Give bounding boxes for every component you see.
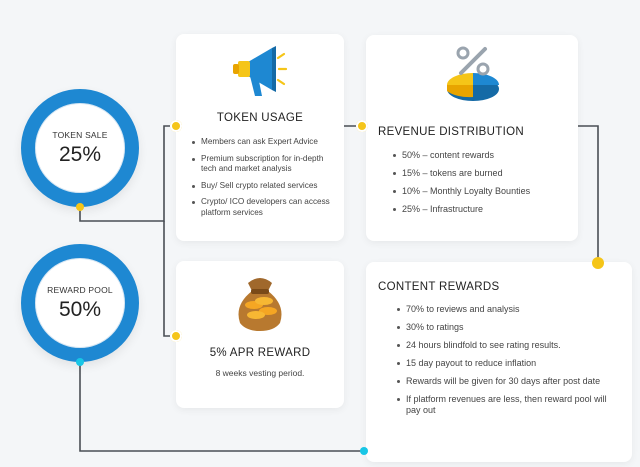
token-usage-card: TOKEN USAGE Members can ask Expert Advic…: [176, 34, 344, 241]
connector-reward-pool: [79, 362, 364, 452]
apr-reward-card: 5% APR REWARD 8 weeks vesting period.: [176, 261, 344, 408]
token-sale-ring: TOKEN SALE 25%: [21, 89, 139, 207]
list-item: 70% to reviews and analysis: [397, 304, 610, 315]
list-item: Rewards will be given for 30 days after …: [397, 376, 610, 387]
connector-revenue-content: [578, 125, 599, 262]
revenue-distribution-list: 50% – content rewards 15% – tokens are b…: [390, 150, 570, 222]
connector-dot-token-sale: [76, 203, 84, 211]
connector-dot-reward-pool: [76, 358, 84, 366]
list-item: Members can ask Expert Advice: [192, 137, 336, 148]
content-rewards-list: 70% to reviews and analysis 30% to ratin…: [394, 304, 610, 423]
list-item: 30% to ratings: [397, 322, 610, 333]
list-item: 50% – content rewards: [393, 150, 570, 161]
connector-dot-reward-pool-end: [360, 447, 368, 455]
reward-pool-label: REWARD POOL: [47, 284, 113, 295]
connector-dot-content-rewards: [592, 257, 604, 269]
apr-reward-subtitle: 8 weeks vesting period.: [215, 368, 305, 378]
token-sale-value: 25%: [58, 142, 102, 166]
connector-apr-reward: [163, 221, 176, 337]
connector-dot-token-usage: [170, 120, 182, 132]
megaphone-icon: [233, 46, 288, 96]
list-item: Crypto/ ICO developers can access platfo…: [192, 197, 336, 218]
reward-pool-ring: REWARD POOL 50%: [21, 244, 139, 362]
content-rewards-card: CONTENT REWARDS 70% to reviews and analy…: [366, 262, 632, 462]
content-rewards-title: CONTENT REWARDS: [378, 281, 500, 293]
list-item: Premium subscription for in-depth tech a…: [192, 154, 336, 175]
revenue-distribution-card: REVENUE DISTRIBUTION 50% – content rewar…: [366, 35, 578, 241]
list-item: 15 day payout to reduce inflation: [397, 358, 610, 369]
token-sale-label: TOKEN SALE: [52, 129, 108, 140]
connector-dot-apr-reward: [170, 330, 182, 342]
percent-pie-chart-icon: [447, 46, 499, 101]
reward-pool-value: 50%: [58, 297, 102, 321]
list-item: If platform revenues are less, then rewa…: [397, 394, 610, 416]
token-usage-title: TOKEN USAGE: [216, 112, 304, 124]
list-item: 25% – Infrastructure: [393, 204, 570, 215]
list-item: Buy/ Sell crypto related services: [192, 181, 336, 192]
token-usage-list: Members can ask Expert Advice Premium su…: [189, 137, 336, 224]
list-item: 15% – tokens are burned: [393, 168, 570, 179]
money-bag-icon: [238, 278, 282, 331]
connector-dot-revenue: [356, 120, 368, 132]
revenue-distribution-title: REVENUE DISTRIBUTION: [378, 126, 524, 138]
list-item: 10% – Monthly Loyalty Bounties: [393, 186, 570, 197]
list-item: 24 hours blindfold to see rating results…: [397, 340, 610, 351]
apr-reward-title: 5% APR REWARD: [209, 347, 311, 359]
